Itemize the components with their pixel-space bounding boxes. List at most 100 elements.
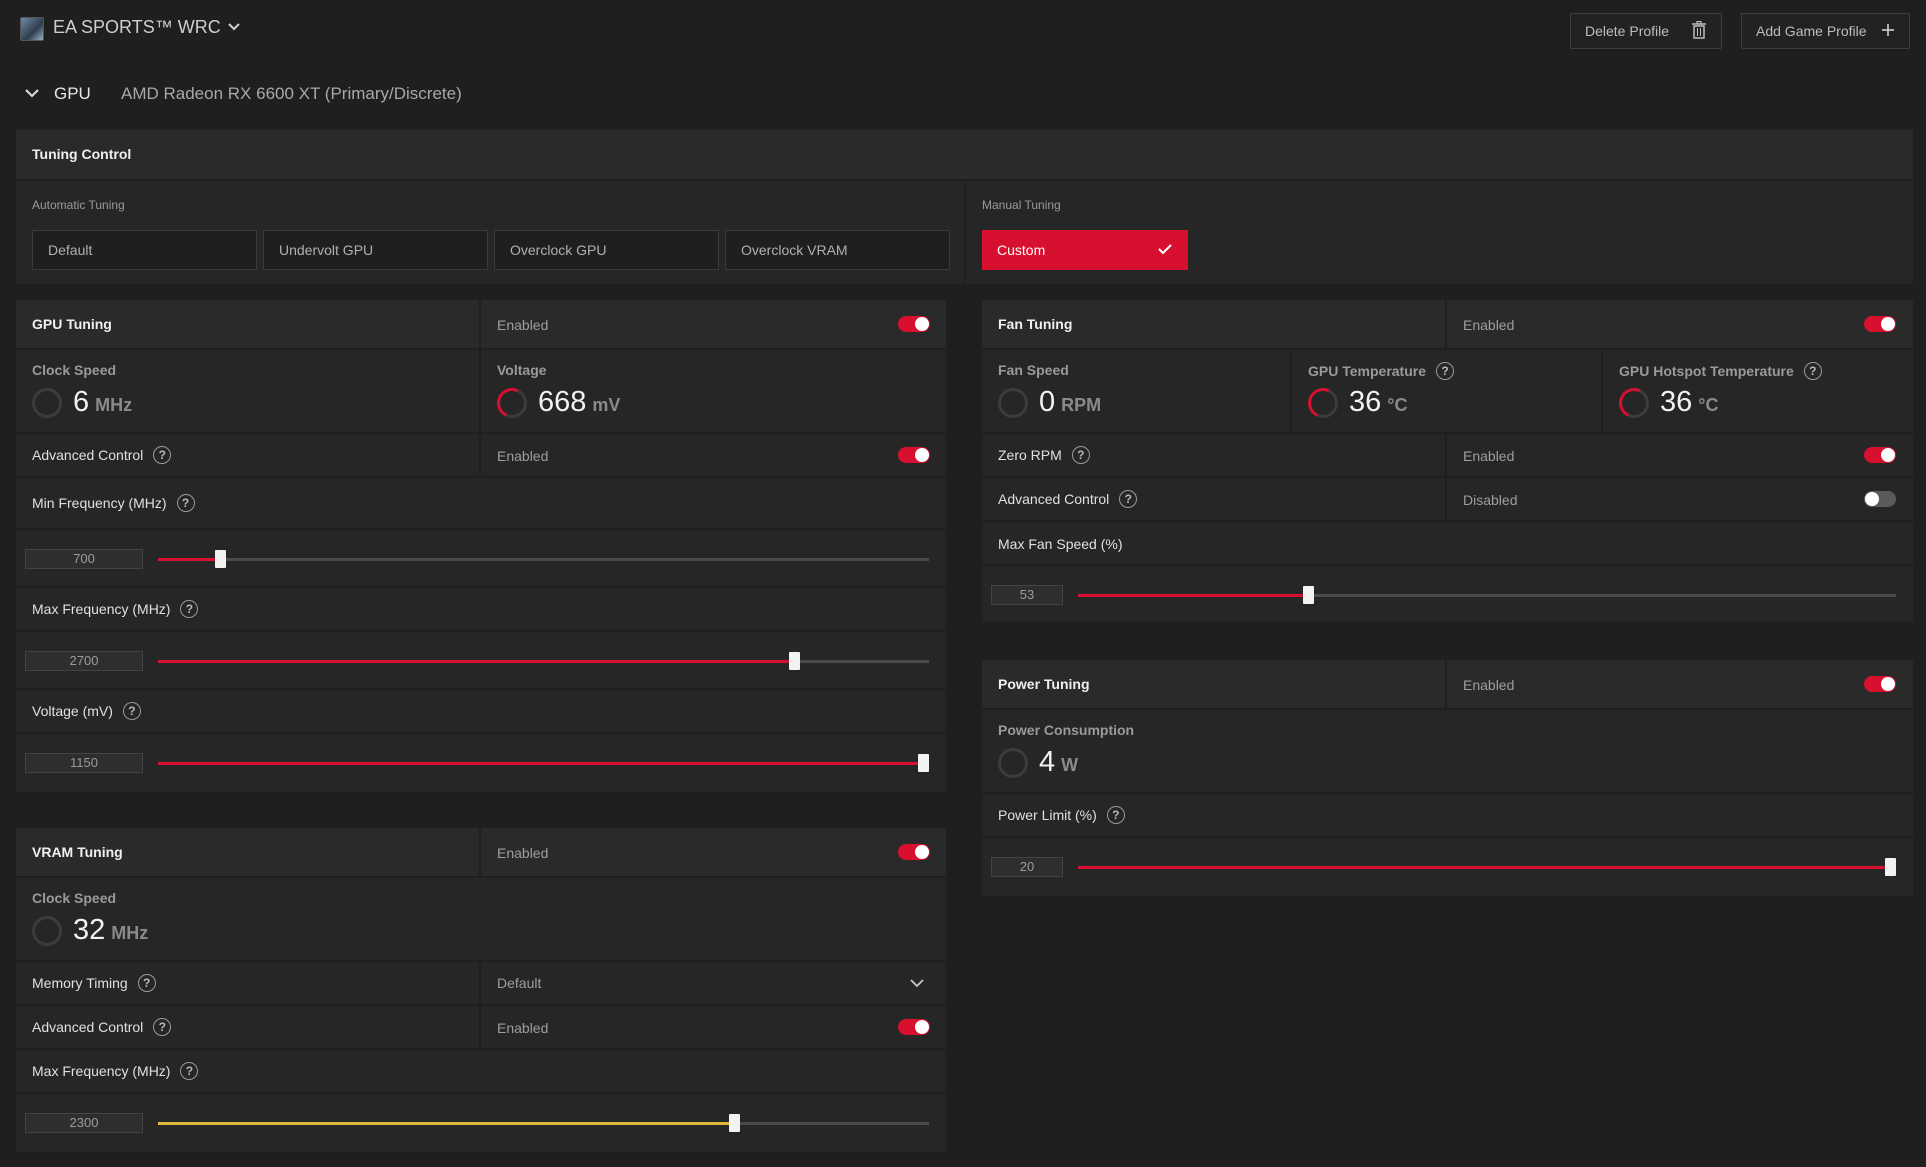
gpu-section-toggle[interactable]: GPU	[24, 84, 91, 104]
gpu-tuning-panel: GPU Tuning Enabled Clock Speed 6 MHz Volt…	[16, 300, 946, 792]
min-frequency-label-row: Min Frequency (MHz) ?	[32, 494, 195, 512]
power-consumption-unit: W	[1061, 755, 1079, 775]
memory-timing-label-row: Memory Timing ?	[32, 974, 156, 992]
help-icon[interactable]: ?	[1803, 362, 1822, 380]
help-icon[interactable]: ?	[153, 1018, 172, 1036]
vram-tuning-header	[16, 828, 946, 876]
advanced-control-state: Enabled	[497, 448, 549, 464]
slider-thumb[interactable]	[1303, 586, 1314, 604]
slider-thumb[interactable]	[918, 754, 929, 772]
add-game-profile-label: Add Game Profile	[1756, 23, 1867, 39]
preset-overclock-vram-button[interactable]: Overclock VRAM	[725, 230, 950, 270]
min-frequency-slider[interactable]	[158, 550, 929, 568]
hotspot-title: GPU Hotspot Temperature	[1619, 363, 1794, 379]
gpu-temperature-title: GPU Temperature	[1308, 363, 1426, 379]
game-selector[interactable]: EA SPORTS™ WRC	[53, 17, 242, 38]
help-icon[interactable]: ?	[1071, 446, 1090, 464]
vram-max-frequency-label-row: Max Frequency (MHz) ?	[32, 1062, 199, 1080]
voltage-readout: 668 mV	[538, 386, 620, 419]
help-icon[interactable]: ?	[180, 600, 199, 618]
hotspot-readout: 36 °C	[1660, 386, 1718, 419]
vram-tuning-title: VRAM Tuning	[32, 844, 123, 860]
advanced-control-toggle[interactable]	[898, 447, 930, 463]
gpu-temperature-readout: 36 °C	[1349, 386, 1407, 419]
fan-advanced-state: Disabled	[1463, 492, 1518, 508]
vram-advanced-toggle[interactable]	[898, 1019, 930, 1035]
vram-max-frequency-slider[interactable]	[158, 1114, 929, 1132]
slider-fill	[1078, 594, 1308, 597]
vram-tuning-toggle[interactable]	[898, 844, 930, 860]
gpu-temperature-gauge	[1303, 383, 1343, 423]
add-game-profile-button[interactable]: Add Game Profile	[1741, 13, 1910, 49]
memory-timing-dropdown[interactable]: Default	[497, 962, 946, 1004]
help-icon[interactable]: ?	[1119, 490, 1138, 508]
help-icon[interactable]: ?	[153, 446, 172, 464]
slider-fill	[158, 1122, 734, 1125]
help-icon[interactable]: ?	[1106, 806, 1125, 824]
custom-tuning-button[interactable]: Custom	[982, 230, 1188, 270]
max-fan-speed-slider[interactable]	[1078, 586, 1896, 604]
power-tuning-state: Enabled	[1463, 677, 1515, 693]
vram-advanced-state: Enabled	[497, 1020, 549, 1036]
vram-advanced-label-row: Advanced Control ?	[32, 1018, 172, 1036]
delete-profile-label: Delete Profile	[1585, 23, 1670, 39]
hotspot-gauge	[1614, 383, 1654, 423]
fan-tuning-toggle[interactable]	[1864, 316, 1896, 332]
power-consumption-gauge	[998, 748, 1028, 778]
voltage-input[interactable]: 1150	[25, 753, 143, 773]
max-frequency-slider[interactable]	[158, 652, 929, 670]
slider-thumb[interactable]	[215, 550, 226, 568]
zero-rpm-toggle[interactable]	[1864, 447, 1896, 463]
help-icon[interactable]: ?	[180, 1062, 199, 1080]
fan-advanced-label-row: Advanced Control ?	[998, 490, 1138, 508]
help-icon[interactable]: ?	[176, 494, 195, 512]
preset-default-button[interactable]: Default	[32, 230, 257, 270]
help-icon[interactable]: ?	[122, 702, 141, 720]
slider-thumb[interactable]	[729, 1114, 740, 1132]
min-frequency-input[interactable]: 700	[25, 549, 143, 569]
help-icon[interactable]: ?	[1436, 362, 1454, 380]
voltage-slider[interactable]	[158, 754, 929, 772]
max-fan-speed-input[interactable]: 53	[991, 585, 1063, 605]
preset-undervolt-gpu-button[interactable]: Undervolt GPU	[263, 230, 488, 270]
slider-fill	[1078, 866, 1891, 869]
power-limit-input[interactable]: 20	[991, 857, 1063, 877]
gpu-tuning-toggle[interactable]	[898, 316, 930, 332]
gpu-temperature-unit: °C	[1387, 395, 1408, 415]
slider-fill	[158, 660, 794, 663]
zero-rpm-state: Enabled	[1463, 448, 1515, 464]
trash-icon	[1691, 20, 1707, 42]
slider-thumb[interactable]	[789, 652, 800, 670]
gpu-name: AMD Radeon RX 6600 XT (Primary/Discrete)	[121, 84, 462, 103]
tuning-control-header	[16, 130, 1913, 179]
min-frequency-label: Min Frequency (MHz)	[32, 495, 167, 511]
vram-advanced-label: Advanced Control	[32, 1019, 144, 1035]
clock-speed-gauge	[32, 388, 62, 418]
vram-tuning-panel: VRAM Tuning Enabled Clock Speed 32 MHz Me…	[16, 828, 946, 1152]
preset-overclock-gpu-button[interactable]: Overclock GPU	[494, 230, 719, 270]
gpu-tuning-title: GPU Tuning	[32, 316, 112, 332]
power-tuning-toggle[interactable]	[1864, 676, 1896, 692]
delete-profile-button[interactable]: Delete Profile	[1570, 13, 1722, 49]
power-tuning-title: Power Tuning	[998, 676, 1090, 692]
gpu-temperature-title-row: GPU Temperature ?	[1308, 362, 1454, 380]
fan-advanced-toggle[interactable]	[1864, 491, 1896, 507]
clock-speed-value: 6	[73, 386, 90, 418]
max-frequency-label-row: Max Frequency (MHz) ?	[32, 600, 199, 618]
vram-max-frequency-input[interactable]: 2300	[25, 1113, 143, 1133]
fan-advanced-label: Advanced Control	[998, 491, 1110, 507]
gpu-label: GPU	[54, 84, 91, 103]
chevron-down-icon	[226, 17, 242, 38]
voltage-slider-label: Voltage (mV)	[32, 703, 113, 719]
zero-rpm-label-row: Zero RPM ?	[998, 446, 1090, 464]
fan-tuning-panel: Fan Tuning Enabled Fan Speed 0 RPM GPU Te…	[982, 300, 1913, 622]
help-icon[interactable]: ?	[137, 974, 156, 992]
hotspot-value: 36	[1660, 386, 1693, 418]
power-limit-slider[interactable]	[1078, 858, 1896, 876]
vram-clock-readout: 32 MHz	[73, 914, 148, 947]
slider-thumb[interactable]	[1885, 858, 1896, 876]
zero-rpm-label: Zero RPM	[998, 447, 1062, 463]
manual-tuning-label: Manual Tuning	[982, 198, 1061, 212]
max-frequency-input[interactable]: 2700	[25, 651, 143, 671]
